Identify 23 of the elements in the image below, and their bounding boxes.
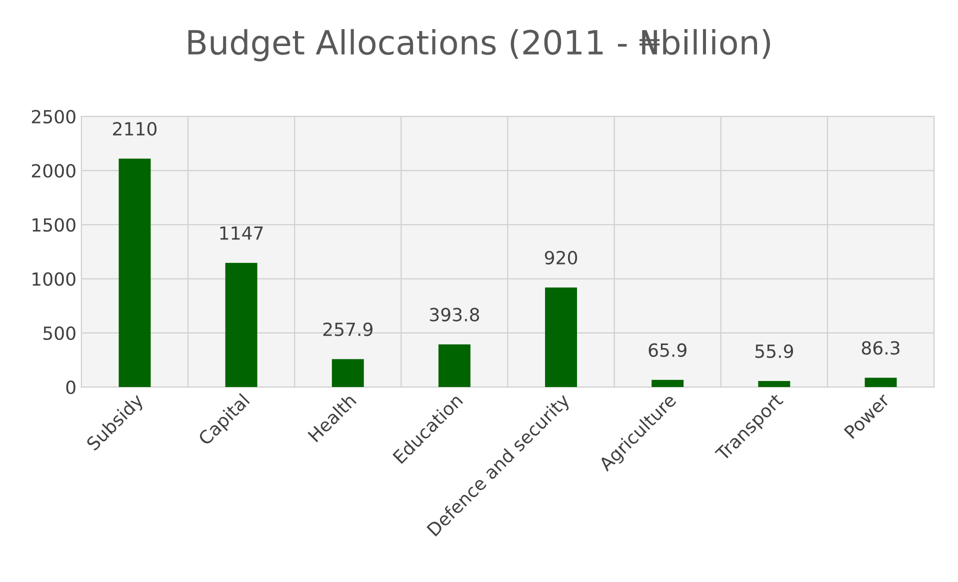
data-label: 65.9 (648, 343, 686, 357)
bar (438, 344, 470, 388)
y-tick-label: 2000 (32, 164, 76, 178)
data-label: 393.8 (430, 308, 480, 322)
bar (118, 158, 151, 388)
data-label: 2110 (113, 122, 156, 136)
data-label: 1147 (220, 226, 263, 240)
y-tick-label: 2500 (32, 110, 76, 124)
bar (652, 380, 684, 388)
y-tick-label: 1000 (32, 272, 76, 286)
bar (225, 262, 258, 388)
y-tick-label: 500 (44, 326, 76, 340)
data-label: 257.9 (323, 322, 372, 336)
bar (864, 378, 897, 388)
bar (758, 380, 790, 388)
y-tick-label: 0 (66, 380, 76, 394)
data-label: 86.3 (862, 341, 900, 355)
data-label: 55.9 (755, 344, 794, 358)
y-tick-label: 1500 (32, 218, 76, 232)
bar (332, 359, 364, 388)
chart-title: Budget Allocations (2011 - ₦billion) (188, 29, 770, 62)
bar (545, 287, 578, 388)
data-label: 920 (544, 250, 578, 264)
